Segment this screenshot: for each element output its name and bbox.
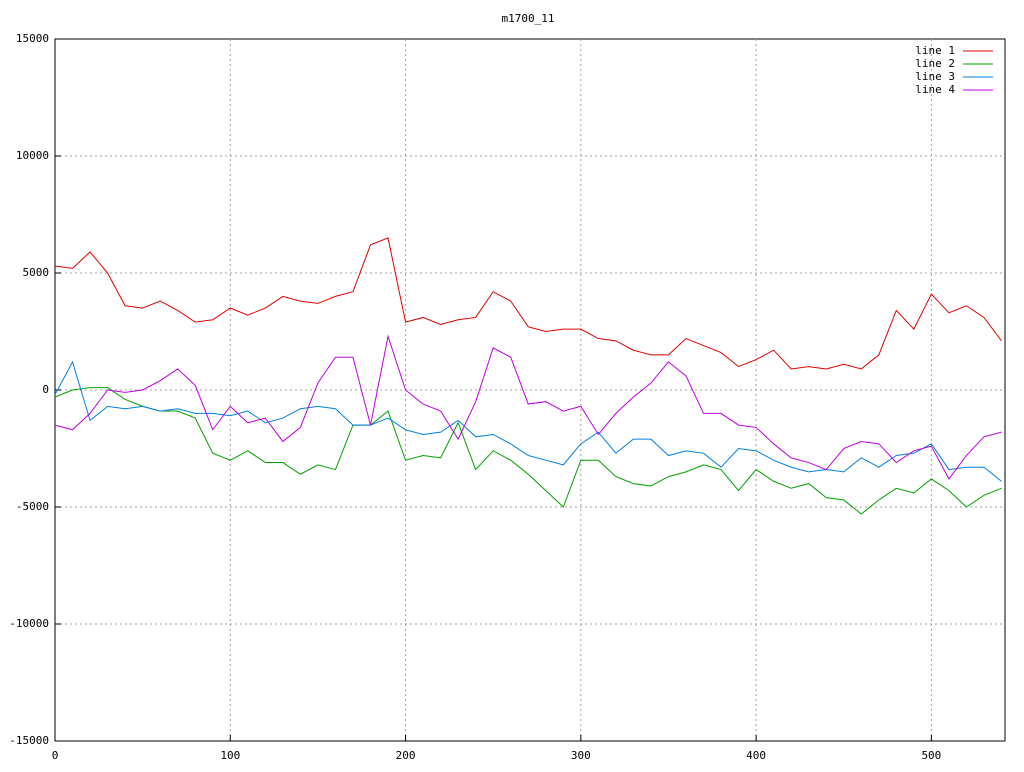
y-tick-label: 0 — [42, 383, 49, 396]
data-line — [54, 237, 1002, 370]
y-tick-label: 10000 — [16, 149, 49, 162]
y-tick-label: 5000 — [23, 266, 50, 279]
x-tick-label: 300 — [571, 749, 591, 762]
data-line — [54, 360, 1002, 482]
legend-label: line 1 — [915, 44, 955, 57]
chart-title: m1700_11 — [502, 12, 555, 25]
legend-label: line 2 — [915, 57, 955, 70]
y-tick-label: -5000 — [16, 500, 49, 513]
y-tick-label: -10000 — [9, 617, 49, 630]
data-line — [54, 387, 1002, 515]
y-tick-label: 15000 — [16, 32, 49, 45]
data-line — [54, 334, 1002, 480]
x-tick-label: 100 — [220, 749, 240, 762]
y-tick-label: -15000 — [9, 734, 49, 747]
x-tick-label: 0 — [52, 749, 59, 762]
legend-label: line 3 — [915, 70, 955, 83]
x-tick-label: 500 — [921, 749, 941, 762]
legend-label: line 4 — [915, 83, 955, 96]
x-tick-label: 200 — [396, 749, 416, 762]
x-tick-label: 400 — [746, 749, 766, 762]
